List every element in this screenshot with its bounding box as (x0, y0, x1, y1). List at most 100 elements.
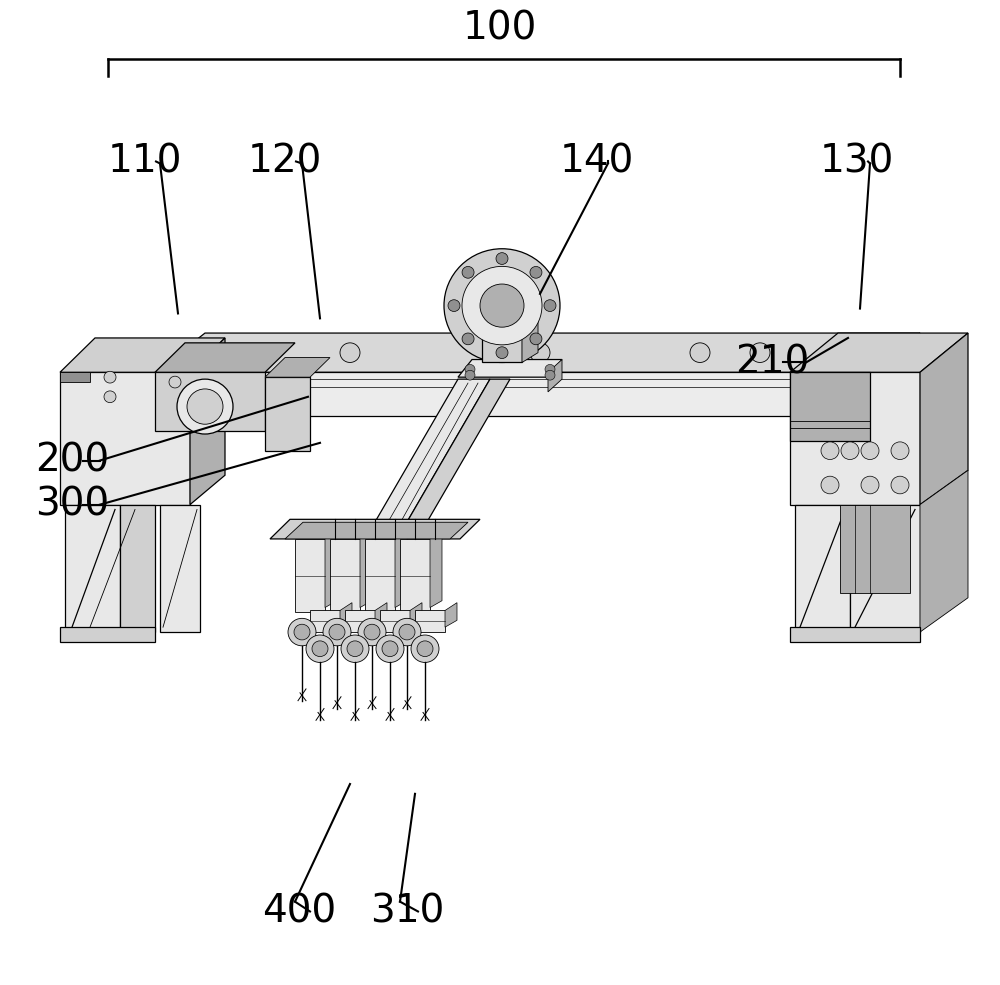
Polygon shape (265, 377, 310, 451)
Circle shape (288, 619, 316, 646)
Circle shape (465, 370, 475, 380)
Circle shape (104, 371, 116, 383)
Polygon shape (325, 531, 337, 608)
Polygon shape (340, 603, 352, 627)
Circle shape (104, 391, 116, 403)
Polygon shape (360, 531, 372, 608)
Polygon shape (482, 305, 522, 362)
Polygon shape (60, 338, 225, 372)
Polygon shape (160, 504, 200, 632)
Text: 300: 300 (35, 486, 109, 524)
Circle shape (393, 619, 421, 646)
Circle shape (545, 364, 555, 374)
Polygon shape (380, 611, 410, 632)
Circle shape (462, 266, 542, 345)
Polygon shape (790, 372, 920, 504)
Polygon shape (548, 360, 562, 392)
Circle shape (341, 635, 369, 663)
Circle shape (861, 442, 879, 460)
Circle shape (312, 641, 328, 657)
Polygon shape (920, 333, 968, 504)
Polygon shape (295, 539, 325, 613)
Polygon shape (265, 358, 330, 377)
Circle shape (545, 370, 555, 380)
Polygon shape (190, 338, 225, 504)
Circle shape (462, 333, 474, 345)
Text: 110: 110 (108, 143, 182, 180)
Circle shape (399, 624, 415, 640)
Polygon shape (395, 531, 407, 608)
Circle shape (177, 379, 233, 434)
Circle shape (821, 476, 839, 493)
Circle shape (462, 267, 474, 278)
Polygon shape (60, 372, 90, 382)
Circle shape (530, 333, 542, 345)
Polygon shape (430, 531, 442, 608)
Polygon shape (310, 611, 340, 632)
Circle shape (544, 299, 556, 311)
Text: 400: 400 (262, 892, 336, 931)
Polygon shape (458, 360, 562, 377)
Polygon shape (415, 611, 445, 632)
Polygon shape (850, 504, 920, 632)
Polygon shape (65, 504, 120, 632)
Polygon shape (345, 611, 375, 632)
Circle shape (891, 476, 909, 493)
Text: 140: 140 (560, 143, 634, 180)
Polygon shape (285, 522, 468, 539)
Circle shape (358, 619, 386, 646)
Circle shape (821, 442, 839, 460)
Circle shape (329, 624, 345, 640)
Polygon shape (840, 504, 910, 593)
Polygon shape (522, 305, 538, 362)
Polygon shape (790, 372, 870, 441)
Circle shape (294, 624, 310, 640)
Polygon shape (790, 333, 968, 372)
Polygon shape (155, 343, 295, 372)
Circle shape (496, 347, 508, 359)
Circle shape (306, 635, 334, 663)
Text: 210: 210 (735, 344, 809, 381)
Circle shape (340, 343, 360, 362)
Polygon shape (365, 539, 395, 613)
Circle shape (891, 442, 909, 460)
Circle shape (347, 641, 363, 657)
Text: 100: 100 (463, 10, 537, 47)
Polygon shape (330, 539, 360, 613)
Polygon shape (790, 627, 920, 642)
Circle shape (530, 343, 550, 362)
Circle shape (376, 635, 404, 663)
Circle shape (841, 442, 859, 460)
Polygon shape (375, 603, 387, 627)
Polygon shape (270, 519, 480, 539)
Polygon shape (400, 379, 510, 534)
Circle shape (169, 376, 181, 388)
Circle shape (690, 343, 710, 362)
Polygon shape (155, 372, 265, 431)
Circle shape (364, 624, 380, 640)
Polygon shape (368, 379, 490, 534)
Circle shape (480, 284, 524, 327)
Text: 130: 130 (820, 143, 894, 180)
Polygon shape (870, 333, 920, 417)
Polygon shape (155, 333, 920, 372)
Text: 120: 120 (248, 143, 322, 180)
Text: 200: 200 (35, 441, 109, 480)
Polygon shape (368, 387, 480, 539)
Polygon shape (400, 539, 430, 613)
Circle shape (496, 253, 508, 264)
Circle shape (861, 476, 879, 493)
Polygon shape (410, 603, 422, 627)
Polygon shape (920, 470, 968, 632)
Polygon shape (60, 627, 155, 642)
Circle shape (750, 343, 770, 362)
Circle shape (448, 299, 460, 311)
Text: 310: 310 (370, 892, 444, 931)
Circle shape (465, 364, 475, 374)
Circle shape (187, 389, 223, 425)
Polygon shape (60, 372, 190, 504)
Circle shape (417, 641, 433, 657)
Circle shape (323, 619, 351, 646)
Circle shape (411, 635, 439, 663)
Polygon shape (795, 504, 850, 632)
